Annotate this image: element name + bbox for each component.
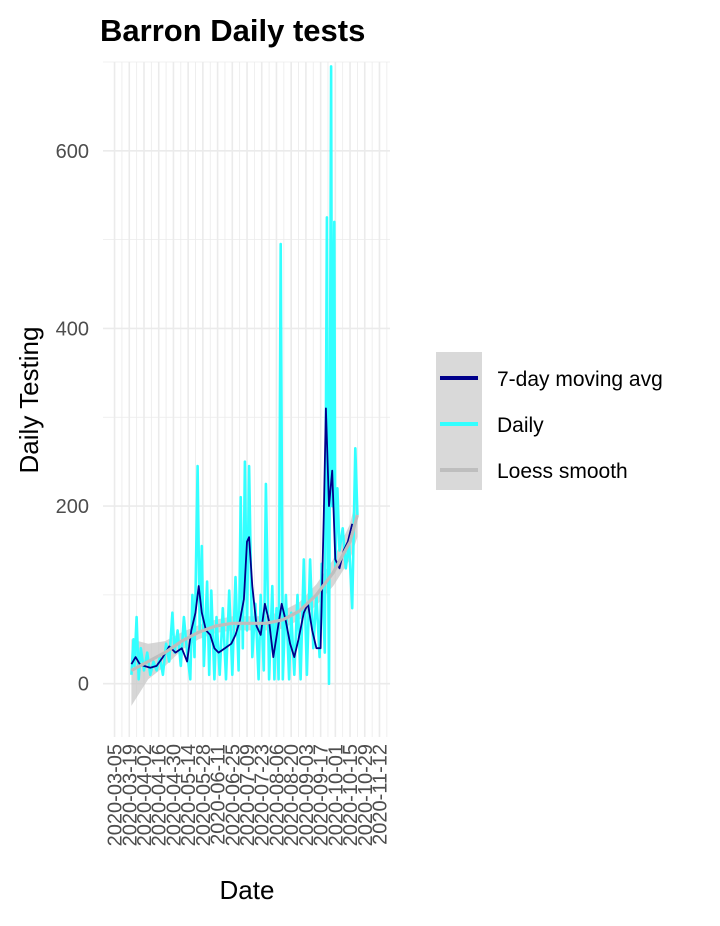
x-axis-title: Date (220, 875, 275, 905)
x-tick-label-15: 2020-10-01 (325, 744, 347, 846)
x-tick-label-18: 2020-11-12 (369, 744, 391, 845)
x-tick-label-8: 2020-06-25 (222, 744, 244, 846)
chart-title: Barron Daily tests (100, 13, 365, 48)
x-tick-label-10: 2020-07-23 (252, 744, 274, 846)
y-axis-ticks: 0 200 400 600 (56, 141, 89, 696)
y-tick-label-2: 400 (56, 318, 89, 340)
series-layer (130, 65, 359, 686)
x-tick-label-4: 2020-04-30 (163, 744, 185, 846)
y-axis-title: Daily Testing (14, 327, 44, 474)
x-tick-label-9: 2020-07-09 (237, 744, 259, 846)
x-tick-label-16: 2020-10-15 (340, 744, 362, 846)
legend-items: 7-day moving avg Daily Loess smooth (440, 368, 663, 483)
grid-layer (103, 61, 390, 737)
legend-key-background (436, 352, 482, 490)
series-line-daily (130, 65, 359, 686)
x-tick-label-13: 2020-09-03 (296, 744, 318, 846)
x-tick-label-17: 2020-10-29 (355, 744, 377, 846)
y-tick-label-3: 600 (56, 141, 89, 163)
y-tick-label-0: 0 (78, 674, 89, 696)
x-tick-label-7: 2020-06-11 (208, 744, 230, 845)
legend: 7-day moving avg Daily Loess smooth (436, 352, 663, 490)
x-tick-label-14: 2020-09-17 (311, 744, 333, 846)
legend-label-loess-smooth: Loess smooth (497, 460, 628, 483)
x-tick-label-2: 2020-04-02 (134, 744, 156, 846)
x-tick-label-5: 2020-05-14 (178, 744, 200, 846)
x-tick-label-6: 2020-05-28 (193, 744, 215, 846)
x-tick-label-12: 2020-08-20 (281, 744, 303, 846)
legend-label-daily: Daily (497, 414, 544, 437)
legend-label-7-day-moving-avg: 7-day moving avg (497, 368, 663, 391)
x-tick-label-0: 2020-03-05 (105, 744, 127, 846)
x-tick-label-11: 2020-08-06 (266, 744, 288, 846)
x-axis-ticks: 2020-03-052020-03-192020-04-022020-04-16… (105, 744, 392, 846)
series-line-7-day-moving-avg (130, 407, 354, 669)
y-tick-label-1: 200 (56, 496, 89, 518)
x-tick-label-3: 2020-04-16 (149, 744, 171, 846)
series-line-loess-smooth (130, 514, 359, 672)
x-tick-label-1: 2020-03-19 (119, 744, 141, 846)
